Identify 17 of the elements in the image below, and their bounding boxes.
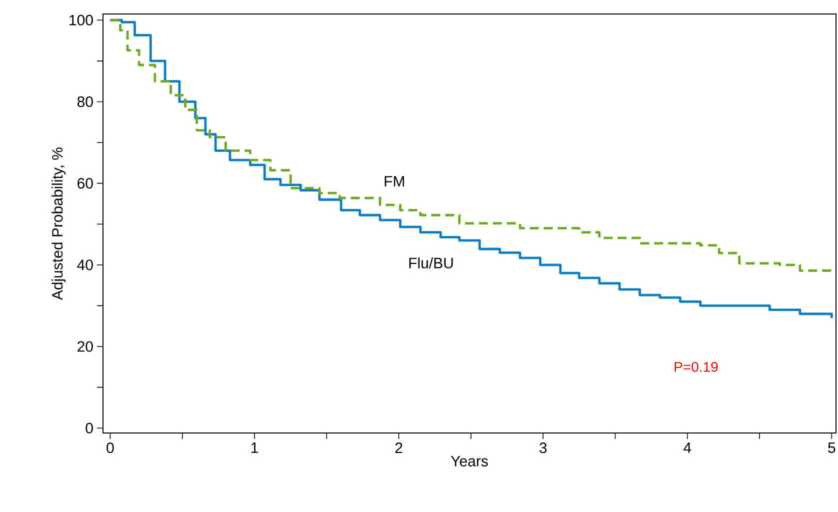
x-tick-label: 3 [540, 442, 547, 454]
x-tick-label: 0 [106, 442, 114, 454]
y-tick-label: 60 [78, 178, 93, 189]
x-tick-label: 1 [251, 442, 258, 453]
x-tick-label: 5 [828, 442, 836, 453]
y-tick-label: 20 [78, 341, 93, 352]
y-tick-label: 80 [77, 96, 93, 108]
y-axis-title: Adjusted Probability, % [52, 148, 66, 300]
x-axis-title: Years [450, 456, 488, 466]
y-tick-label: 0 [86, 422, 93, 434]
series-label: Flu/BU [409, 257, 453, 268]
series-label: FM [384, 176, 404, 186]
x-tick-label: 2 [395, 442, 402, 453]
x-tick-label: 4 [684, 442, 692, 453]
y-tick-label: 40 [77, 260, 93, 270]
annotation: P=0.19 [674, 362, 718, 372]
y-tick-label: 100 [70, 14, 93, 26]
